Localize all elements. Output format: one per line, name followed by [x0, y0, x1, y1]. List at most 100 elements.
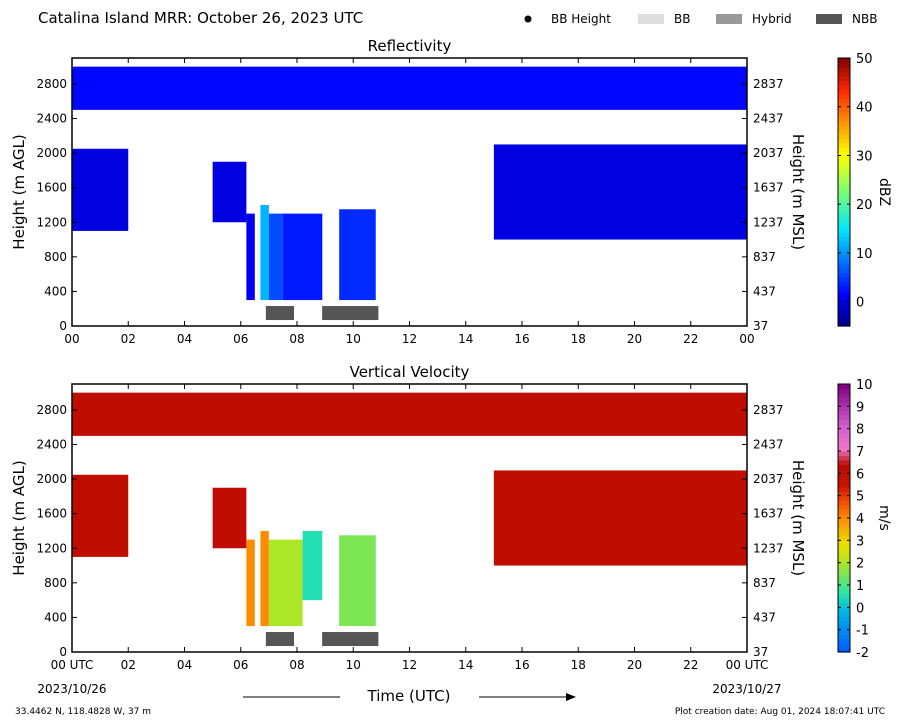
colorbar-tick-label: 2 — [856, 557, 864, 572]
y-tick-label-right: 2037 — [753, 146, 784, 160]
colorbar-cell — [838, 567, 850, 573]
colorbar-cell — [838, 272, 850, 278]
colorbar-cell — [838, 401, 850, 407]
legend-swatch — [638, 14, 664, 24]
colorbar-cell — [838, 133, 850, 139]
nbb-bar — [265, 632, 294, 647]
colorbar-cell — [838, 500, 850, 506]
y-axis-label-right: Height (m MSL) — [789, 460, 807, 576]
colorbar-cell — [838, 625, 850, 631]
y-tick-label-right: 437 — [753, 610, 776, 624]
colorbar-cell — [838, 629, 850, 635]
echo-region — [246, 213, 255, 301]
colorbar-cell — [838, 562, 850, 568]
colorbar-cell — [838, 535, 850, 541]
colorbar-cell — [838, 142, 850, 148]
legend: BB Height BB Hybrid NBB — [524, 12, 877, 26]
colorbar-cell — [838, 58, 850, 64]
echo-region — [302, 530, 323, 601]
x-tick-label: 14 — [458, 332, 473, 346]
colorbar-cell — [838, 428, 850, 434]
colorbar-cell — [838, 200, 850, 206]
colorbar-cell — [838, 165, 850, 171]
y-tick-label: 0 — [59, 645, 67, 659]
y-tick-label-right: 837 — [753, 250, 776, 264]
y-tick-label: 800 — [44, 250, 67, 264]
colorbar-tick-label: 6 — [856, 467, 864, 482]
colorbar-cell — [838, 643, 850, 649]
colorbar-cell — [838, 388, 850, 394]
colorbar-cell — [838, 455, 850, 461]
y-tick-label: 1600 — [36, 181, 67, 195]
colorbar-cell — [838, 540, 850, 546]
colorbar-tick-label: 20 — [856, 198, 873, 213]
colorbar-cell — [838, 62, 850, 68]
colorbar-cell — [838, 71, 850, 77]
colorbar-tick-label: 0 — [856, 296, 864, 311]
colorbar-cell — [838, 98, 850, 104]
colorbar-tick-label: 7 — [856, 445, 864, 460]
y-axis-label: Height (m AGL) — [10, 460, 28, 575]
x-tick-label: 08 — [289, 332, 304, 346]
echo-region — [268, 539, 303, 627]
colorbar-cell — [838, 415, 850, 421]
colorbar-cell — [838, 89, 850, 95]
colorbar-cell — [838, 125, 850, 131]
colorbar-cell — [838, 178, 850, 184]
colorbar-tick-label: 50 — [856, 52, 873, 67]
x-tick-label: 12 — [402, 658, 417, 672]
colorbar-cell — [838, 263, 850, 269]
colorbar-cell — [838, 482, 850, 488]
colorbar-cell — [838, 531, 850, 537]
x-tick-label: 06 — [233, 658, 248, 672]
colorbar-cell — [838, 611, 850, 617]
colorbar-cell — [838, 174, 850, 180]
colorbar-cell — [838, 553, 850, 559]
echo-region — [493, 470, 747, 566]
colorbar-frame — [837, 57, 851, 327]
y-tick-label: 2400 — [36, 438, 67, 452]
panel-title: Reflectivity — [368, 37, 452, 55]
creation-date: Plot creation date: Aug 01, 2024 18:07:4… — [675, 707, 885, 717]
echo-region — [493, 144, 747, 240]
colorbar-cell — [838, 151, 850, 157]
y-tick-label: 1200 — [36, 541, 67, 555]
y-tick-label-right: 2837 — [753, 77, 784, 91]
colorbar-cell — [838, 526, 850, 532]
colorbar-cell — [838, 218, 850, 224]
echo-region — [212, 487, 247, 549]
colorbar-cell — [838, 294, 850, 300]
y-tick-label: 2400 — [36, 112, 67, 126]
echo-regions — [72, 66, 747, 301]
colorbar-cell — [838, 285, 850, 291]
echo-region — [260, 204, 269, 301]
colorbar-cell — [838, 138, 850, 144]
colorbar-cell — [838, 406, 850, 412]
footer: 2023/10/26 2023/10/27 Time (UTC) 33.4462… — [15, 682, 885, 717]
nbb-bar — [322, 632, 379, 647]
colorbar-cell — [838, 241, 850, 247]
echo-region — [260, 530, 269, 627]
nbb-bar — [322, 306, 379, 321]
echo-region — [339, 209, 376, 301]
y-tick-label-right: 37 — [753, 645, 768, 659]
y-tick-label-right: 1637 — [753, 507, 784, 521]
colorbar-cell — [838, 504, 850, 510]
end-date: 2023/10/27 — [712, 682, 781, 696]
colorbar-cell — [838, 620, 850, 626]
y-tick-label-right: 2437 — [753, 438, 784, 452]
colorbar-cell — [838, 303, 850, 309]
y-tick-label-right: 1237 — [753, 215, 784, 229]
legend-label: Hybrid — [752, 12, 792, 26]
x-tick-label: 00 UTC — [51, 658, 94, 672]
colorbar-tick-label: 5 — [856, 490, 864, 505]
colorbar-cell — [838, 544, 850, 550]
colorbar-cell — [838, 419, 850, 425]
colorbar-tick-label: 40 — [856, 101, 873, 116]
colorbar-cell — [838, 209, 850, 215]
colorbar-cell — [838, 169, 850, 175]
colorbar-tick-label: 3 — [856, 534, 864, 549]
y-tick-label: 400 — [44, 610, 67, 624]
